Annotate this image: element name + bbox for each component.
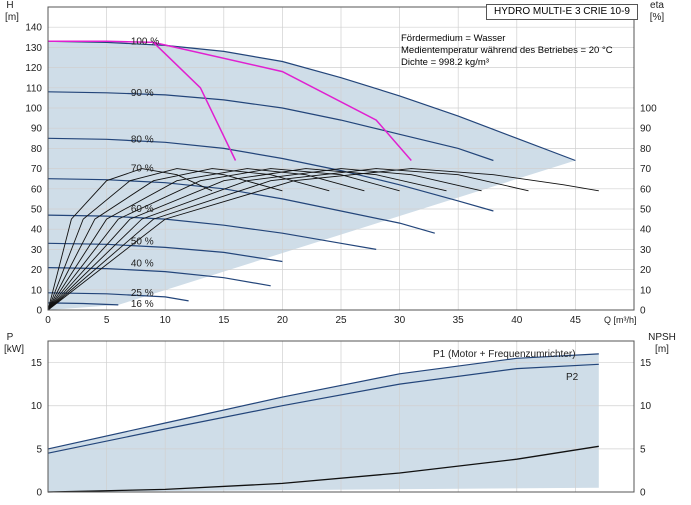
speed-label: 100 %: [131, 36, 159, 47]
y2-axis-unit: [%]: [650, 12, 665, 23]
y-tick-label-bottom: 15: [31, 358, 43, 369]
y2-tick-label: 50: [640, 205, 652, 216]
y-axis-unit-bottom: [kW]: [4, 344, 24, 355]
y2-tick-label-bottom: 10: [640, 401, 652, 412]
y-tick-label: 70: [31, 164, 43, 175]
head-curve: [47, 292, 189, 302]
y2-axis-title-bottom: NPSH: [648, 332, 676, 343]
efficiency-curve: [47, 168, 283, 311]
y-tick-label: 30: [31, 245, 43, 256]
y2-tick-label: 20: [640, 265, 652, 276]
speed-label: 40 %: [131, 259, 154, 270]
efficiency-curve: [47, 168, 447, 311]
y-tick-label: 140: [25, 23, 42, 34]
x-tick-label: 30: [394, 315, 406, 326]
series-label-p1: P1 (Motor + Frequenzumrichter): [433, 349, 576, 360]
head-curve: [47, 40, 576, 162]
y2-tick-label: 80: [640, 144, 652, 155]
y-tick-label-bottom: 5: [36, 444, 42, 455]
y2-axis-unit-bottom: [m]: [655, 344, 669, 355]
efficiency-curve: [47, 168, 400, 311]
y-tick-label: 40: [31, 225, 43, 236]
head-curve: [47, 137, 494, 212]
y2-tick-label-bottom: 15: [640, 358, 652, 369]
info-line-3: Dichte = 998.2 kg/m³: [401, 57, 489, 68]
speed-label: 50 %: [131, 236, 154, 247]
y-tick-label: 0: [36, 306, 42, 317]
x-tick-label: 10: [160, 315, 172, 326]
y-tick-label: 110: [26, 83, 42, 94]
efficiency-curve: [47, 168, 330, 311]
y2-tick-label: 30: [640, 245, 652, 256]
chart-title: HYDRO MULTI-E 3 CRIE 10-9: [486, 4, 638, 20]
x-tick-label: 20: [277, 315, 289, 326]
head-curve: [47, 214, 377, 250]
plot-frame-bottom: [47, 340, 635, 493]
y-tick-label: 80: [31, 144, 43, 155]
efficiency-curve: [47, 168, 482, 311]
x-axis-title: Q [m³/h]: [604, 315, 637, 325]
speed-label: 90 %: [131, 88, 154, 99]
power-area: [48, 353, 599, 492]
y-tick-label: 20: [31, 265, 43, 276]
speed-label: 80 %: [131, 134, 154, 145]
info-line-1: Fördermedium = Wasser: [401, 33, 506, 44]
y2-tick-label: 60: [640, 184, 652, 195]
x-tick-label: 35: [453, 315, 465, 326]
y-axis-unit: [m]: [5, 12, 19, 23]
head-curve: [47, 267, 271, 287]
y-tick-label: 130: [25, 43, 42, 54]
info-line-2: Medientemperatur während des Betriebes =…: [401, 45, 613, 56]
power-curve: [47, 363, 599, 454]
head-curve: [47, 91, 494, 162]
y2-tick-label-bottom: 5: [640, 444, 646, 455]
x-tick-label: 45: [570, 315, 582, 326]
y2-tick-label-bottom: 0: [640, 488, 646, 499]
y-tick-label: 90: [31, 124, 43, 135]
y2-tick-label: 40: [640, 225, 652, 236]
y2-tick-label: 0: [640, 306, 646, 317]
npsh-curve: [47, 445, 599, 493]
y2-tick-label: 90: [640, 124, 652, 135]
x-tick-label: 15: [218, 315, 230, 326]
head-curve: [47, 178, 435, 234]
y-tick-label-bottom: 0: [36, 488, 42, 499]
head-curve: [47, 242, 283, 263]
efficiency-curve: [47, 168, 599, 311]
speed-label: 60 %: [131, 204, 154, 215]
y2-axis-title: eta: [650, 0, 664, 11]
y-tick-label: 60: [31, 184, 43, 195]
x-tick-label: 40: [511, 315, 523, 326]
x-tick-label: 0: [45, 315, 51, 326]
y-axis-title-bottom: P: [7, 332, 14, 343]
series-label-p2: P2: [566, 372, 579, 383]
y-axis-title: H: [6, 0, 13, 11]
y-tick-label: 50: [31, 205, 43, 216]
y-tick-label: 120: [25, 63, 42, 74]
power-curve: [47, 353, 599, 450]
efficiency-curve: [47, 168, 213, 311]
y2-tick-label: 70: [640, 164, 652, 175]
efficiency-curve: [47, 168, 529, 311]
y-tick-label: 10: [31, 285, 43, 296]
efficiency-curve: [47, 168, 365, 311]
plot-frame-top: [47, 6, 635, 311]
speed-label: 70 %: [131, 164, 154, 175]
y2-tick-label: 100: [640, 104, 657, 115]
y2-tick-label: 10: [640, 285, 652, 296]
head-curve: [47, 302, 119, 306]
speed-label: 16 %: [131, 299, 154, 310]
y-tick-label-bottom: 10: [31, 401, 43, 412]
x-tick-label: 25: [335, 315, 347, 326]
speed-label: 25 %: [131, 288, 154, 299]
y-tick-label: 100: [25, 104, 42, 115]
limit-curve: [153, 41, 412, 161]
x-tick-label: 5: [104, 315, 110, 326]
